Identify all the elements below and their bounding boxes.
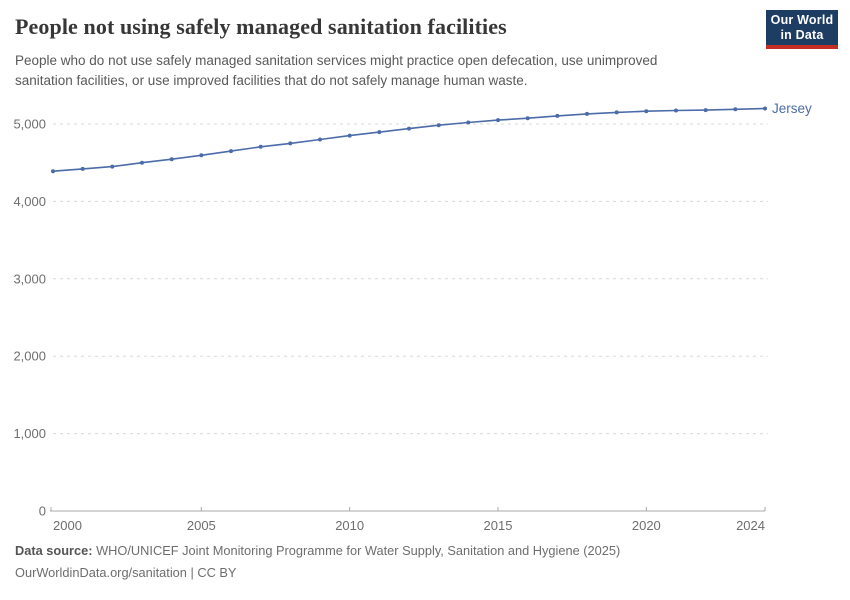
data-point xyxy=(318,137,322,142)
y-axis-tick-label: 0 xyxy=(39,504,46,519)
data-point xyxy=(377,130,382,135)
data-point xyxy=(407,126,411,131)
y-axis-tick-label: 3,000 xyxy=(13,271,46,286)
data-point xyxy=(585,111,589,116)
x-axis-tick-label: 2005 xyxy=(187,518,216,533)
x-axis-tick-label: 2024 xyxy=(736,518,765,533)
x-axis-tick-label: 2010 xyxy=(335,518,364,533)
owid-logo-line2: in Data xyxy=(780,27,824,42)
license-link[interactable]: OurWorldinData.org/sanitation | CC BY xyxy=(15,565,237,580)
page-title: People not using safely managed sanitati… xyxy=(15,14,507,39)
data-point xyxy=(733,107,738,112)
data-line-jersey xyxy=(52,107,766,172)
data-point xyxy=(229,149,233,154)
chart-footer: Data source: WHO/UNICEF Joint Monitoring… xyxy=(15,540,815,584)
data-point xyxy=(347,133,352,138)
x-axis-tick-label: 2020 xyxy=(632,518,661,533)
chart-subtitle-line2: sanitation facilities, or use improved f… xyxy=(15,72,528,88)
data-point xyxy=(110,164,115,169)
data-point xyxy=(199,153,204,158)
y-axis-tick-label: 4,000 xyxy=(13,194,46,209)
x-axis-tick-label: 2015 xyxy=(484,518,513,533)
data-point xyxy=(258,144,263,149)
series-label-jersey: Jersey xyxy=(772,101,812,116)
data-point xyxy=(763,106,767,111)
data-source-line: Data source: WHO/UNICEF Joint Monitoring… xyxy=(15,540,815,562)
owid-logo[interactable]: Our World in Data xyxy=(766,10,838,49)
data-point xyxy=(644,109,649,114)
y-axis-tick-label: 2,000 xyxy=(13,349,46,364)
data-point xyxy=(169,157,174,162)
data-point xyxy=(496,118,500,123)
data-point xyxy=(288,141,293,146)
data-point xyxy=(140,160,144,165)
y-axis-tick-label: 5,000 xyxy=(13,117,46,132)
data-point xyxy=(674,108,678,113)
data-point xyxy=(703,108,708,113)
data-source-label: Data source: xyxy=(15,543,93,558)
owid-logo-line1: Our World xyxy=(770,13,834,27)
data-point xyxy=(614,110,619,115)
y-axis-tick-label: 1,000 xyxy=(13,426,46,441)
x-axis-tick-label: 2000 xyxy=(53,518,82,533)
data-source-text: WHO/UNICEF Joint Monitoring Programme fo… xyxy=(96,543,621,558)
data-point xyxy=(555,113,560,118)
chart-subtitle: People who do not use safely managed san… xyxy=(15,51,735,90)
data-point xyxy=(51,169,55,174)
data-point xyxy=(525,116,530,121)
data-point xyxy=(436,123,441,128)
data-point xyxy=(466,120,471,125)
chart-subtitle-line1: People who do not use safely managed san… xyxy=(15,53,658,68)
data-point xyxy=(80,166,85,171)
